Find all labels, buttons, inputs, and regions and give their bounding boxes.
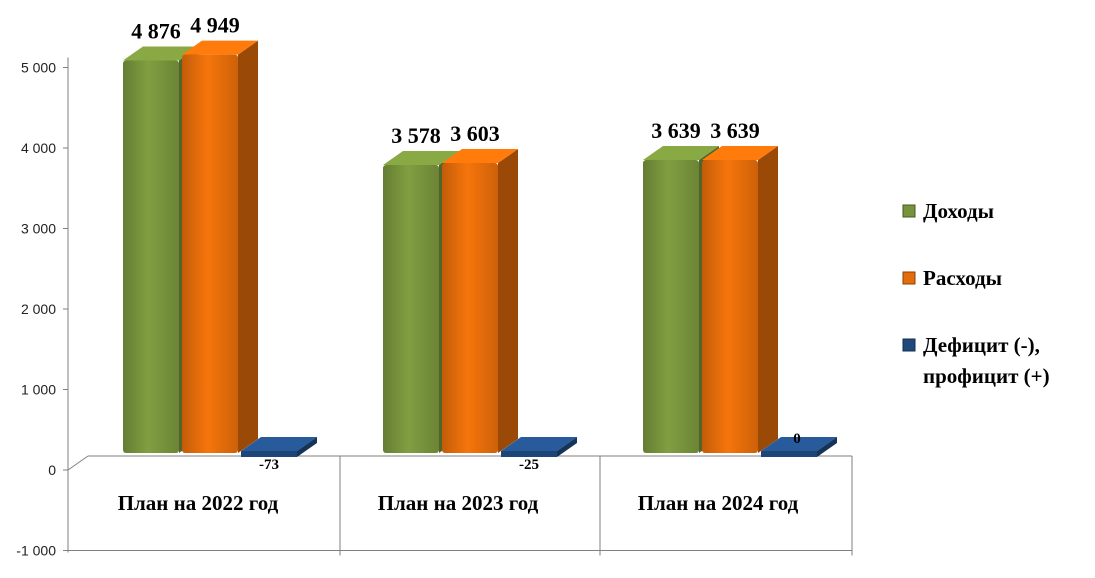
bar	[442, 148, 518, 453]
bar-side-face	[297, 437, 317, 457]
y-tick-label: 1 000	[21, 382, 56, 398]
data-label: 3 578	[391, 123, 441, 148]
bar	[241, 437, 317, 457]
bar	[702, 146, 778, 454]
y-tick-label: 2 000	[21, 301, 56, 317]
bar-top-face	[761, 437, 837, 451]
bar	[761, 437, 837, 457]
bar-front-face	[123, 60, 179, 454]
legend-label: Расходы	[923, 266, 1002, 290]
bar-side-face	[817, 437, 837, 457]
legend-swatch	[902, 338, 916, 352]
bar-side-face	[758, 146, 778, 454]
bar-front-face	[643, 160, 699, 454]
bar-front-face	[761, 451, 817, 457]
bar-top-face	[643, 146, 719, 161]
category-label: План на 2024 год	[638, 491, 799, 515]
bar-front-face	[241, 451, 297, 457]
legend-item: Доходы	[902, 199, 994, 223]
category-label: План на 2023 год	[378, 491, 539, 515]
y-tick-label: 5 000	[21, 60, 56, 76]
legend-label: профицит (+)	[923, 364, 1050, 388]
category-label: План на 2022 год	[118, 491, 279, 515]
bar-side-face	[498, 148, 518, 453]
bar	[501, 437, 577, 457]
y-tick-label: 4 000	[21, 140, 56, 156]
y-tick-label: 0	[48, 462, 56, 478]
data-label: 4 949	[190, 13, 240, 38]
legend-label: Дефицит (-),	[923, 333, 1040, 357]
data-label: 3 603	[450, 121, 500, 146]
bar-top-face	[383, 150, 459, 165]
bar-side-face	[238, 40, 258, 453]
bar	[182, 40, 258, 453]
bar-front-face	[383, 164, 439, 453]
legend-label: Доходы	[923, 199, 994, 223]
legend-item: Расходы	[902, 266, 1002, 290]
bar-top-face	[501, 437, 577, 451]
bar-top-face	[182, 40, 258, 55]
legend-swatch	[902, 204, 916, 218]
data-label: -73	[259, 457, 279, 473]
data-label: 0	[793, 431, 801, 447]
data-label: 3 639	[710, 118, 760, 143]
y-tick-label: 3 000	[21, 221, 56, 237]
data-label: 3 639	[651, 118, 701, 143]
legend-swatch	[902, 271, 916, 285]
bar-top-face	[702, 146, 778, 161]
bar-front-face	[501, 451, 557, 457]
data-label: -25	[519, 457, 539, 473]
bar-front-face	[442, 162, 498, 453]
bar-top-face	[442, 148, 518, 163]
bar-top-face	[241, 437, 317, 451]
floor-edge	[67, 455, 89, 471]
bar-top-face	[123, 46, 199, 61]
bar-front-face	[182, 54, 238, 453]
bar-side-face	[557, 437, 577, 457]
y-tick-label: -1 000	[16, 543, 56, 559]
legend-item: Дефицит (-), профицит (+)	[902, 333, 1050, 388]
data-label: 4 876	[131, 18, 181, 43]
bar-front-face	[702, 160, 758, 454]
